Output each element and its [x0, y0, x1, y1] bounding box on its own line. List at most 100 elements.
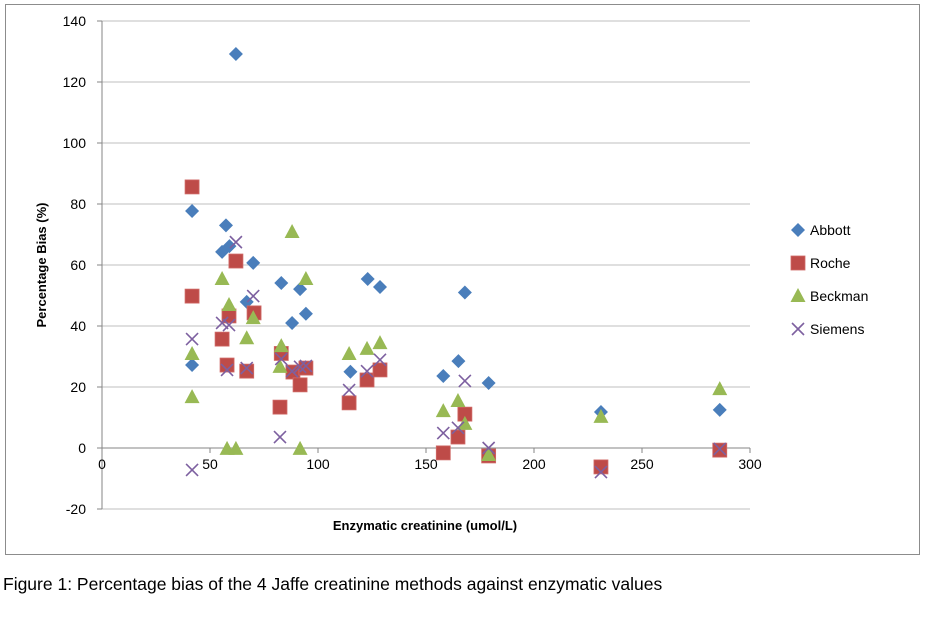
data-point-roche — [239, 363, 255, 379]
data-point-roche — [272, 399, 288, 415]
data-point-siemens — [713, 442, 727, 456]
data-point-abbott — [185, 358, 200, 373]
data-point-siemens — [360, 364, 374, 378]
series-abbott — [185, 46, 727, 420]
data-point-siemens — [220, 363, 234, 377]
data-point-roche — [219, 357, 235, 373]
data-point-beckman — [298, 271, 314, 286]
data-point-abbott — [457, 285, 472, 300]
data-point-beckman — [184, 389, 200, 404]
x-tick-label: 200 — [522, 456, 546, 472]
y-tick-label: 40 — [70, 318, 86, 334]
y-tick-label: 120 — [63, 74, 87, 90]
data-point-abbott — [185, 204, 200, 219]
data-point-roche — [435, 445, 451, 461]
data-point-beckman — [273, 338, 289, 353]
figure-caption: Figure 1: Percentage bias of the 4 Jaffe… — [3, 574, 663, 594]
y-tick-label: 100 — [63, 135, 87, 151]
legend-label-beckman: Beckman — [810, 288, 868, 304]
chart-frame — [5, 4, 920, 555]
data-point-roche — [593, 459, 609, 475]
data-point-beckman — [184, 346, 200, 361]
x-tick-label: 100 — [306, 456, 330, 472]
data-point-roche — [228, 253, 244, 269]
data-point-siemens — [285, 364, 299, 378]
x-tick-label: 150 — [414, 456, 438, 472]
data-point-siemens — [185, 332, 199, 346]
data-point-siemens — [240, 361, 254, 375]
legend-marker-siemens — [791, 322, 805, 336]
data-points — [184, 46, 728, 479]
data-point-beckman — [284, 224, 300, 239]
data-point-siemens — [482, 441, 496, 455]
y-tick-label: 0 — [78, 440, 86, 456]
data-point-abbott — [246, 255, 261, 270]
legend-marker-abbott — [791, 223, 805, 237]
data-point-roche — [372, 362, 388, 378]
data-point-beckman — [359, 340, 375, 355]
data-point-roche — [359, 372, 375, 388]
data-point-abbott — [285, 315, 300, 330]
data-point-abbott — [360, 272, 375, 287]
data-point-siemens — [299, 359, 313, 373]
y-axis-label: Percentage Bias (%) — [34, 203, 49, 328]
data-point-beckman — [239, 330, 255, 345]
data-point-siemens — [274, 352, 288, 366]
data-point-abbott — [222, 239, 237, 254]
data-point-siemens — [229, 235, 243, 249]
data-point-abbott — [372, 279, 387, 294]
y-tick-label: -20 — [66, 501, 86, 517]
legend-label-siemens: Siemens — [810, 321, 864, 337]
data-point-siemens — [273, 430, 287, 444]
data-point-siemens — [458, 374, 472, 388]
data-point-beckman — [435, 403, 451, 418]
data-point-siemens — [451, 421, 465, 435]
series-siemens — [185, 235, 727, 479]
data-point-beckman — [450, 393, 466, 408]
data-point-beckman — [228, 440, 244, 455]
data-point-siemens — [436, 426, 450, 440]
data-point-abbott — [218, 218, 233, 233]
y-tick-label: 140 — [63, 13, 87, 29]
data-point-abbott — [712, 402, 727, 417]
y-tick-label: 20 — [70, 379, 86, 395]
data-point-beckman — [593, 408, 609, 423]
data-point-beckman — [272, 358, 288, 373]
data-point-roche — [450, 429, 466, 445]
legend-label-abbott: Abbott — [810, 222, 851, 238]
data-point-roche — [341, 395, 357, 411]
data-point-beckman — [221, 296, 237, 311]
data-point-abbott — [298, 306, 313, 321]
axes: -20 0 20 40 60 80 100 120 140 0 50 100 150 200 250 300 — [63, 13, 762, 517]
data-point-beckman — [245, 310, 261, 325]
legend: Abbott Roche Beckman Siemens — [790, 222, 868, 337]
x-tick-label: 250 — [630, 456, 654, 472]
data-point-siemens — [222, 318, 236, 332]
data-point-siemens — [373, 353, 387, 367]
data-point-siemens — [293, 360, 307, 374]
y-tick-label: 80 — [70, 196, 86, 212]
data-point-beckman — [372, 335, 388, 350]
legend-marker-roche — [790, 255, 806, 271]
x-tick-label: 0 — [98, 456, 106, 472]
data-point-beckman — [341, 346, 357, 361]
data-point-beckman — [457, 415, 473, 430]
series-beckman — [184, 224, 728, 462]
x-tick-label: 300 — [738, 456, 762, 472]
gridlines — [102, 20, 750, 510]
data-point-abbott — [451, 354, 466, 369]
data-point-roche — [214, 331, 230, 347]
data-point-abbott — [481, 376, 496, 391]
data-point-abbott — [293, 282, 308, 297]
x-tick-label: 50 — [202, 456, 218, 472]
legend-marker-beckman — [790, 288, 806, 302]
data-point-siemens — [342, 383, 356, 397]
data-point-siemens — [246, 289, 260, 303]
data-point-abbott — [274, 275, 289, 290]
data-point-roche — [292, 377, 308, 393]
legend-label-roche: Roche — [810, 255, 851, 271]
data-point-siemens — [594, 465, 608, 479]
data-point-beckman — [481, 447, 497, 462]
data-point-abbott — [436, 369, 451, 384]
